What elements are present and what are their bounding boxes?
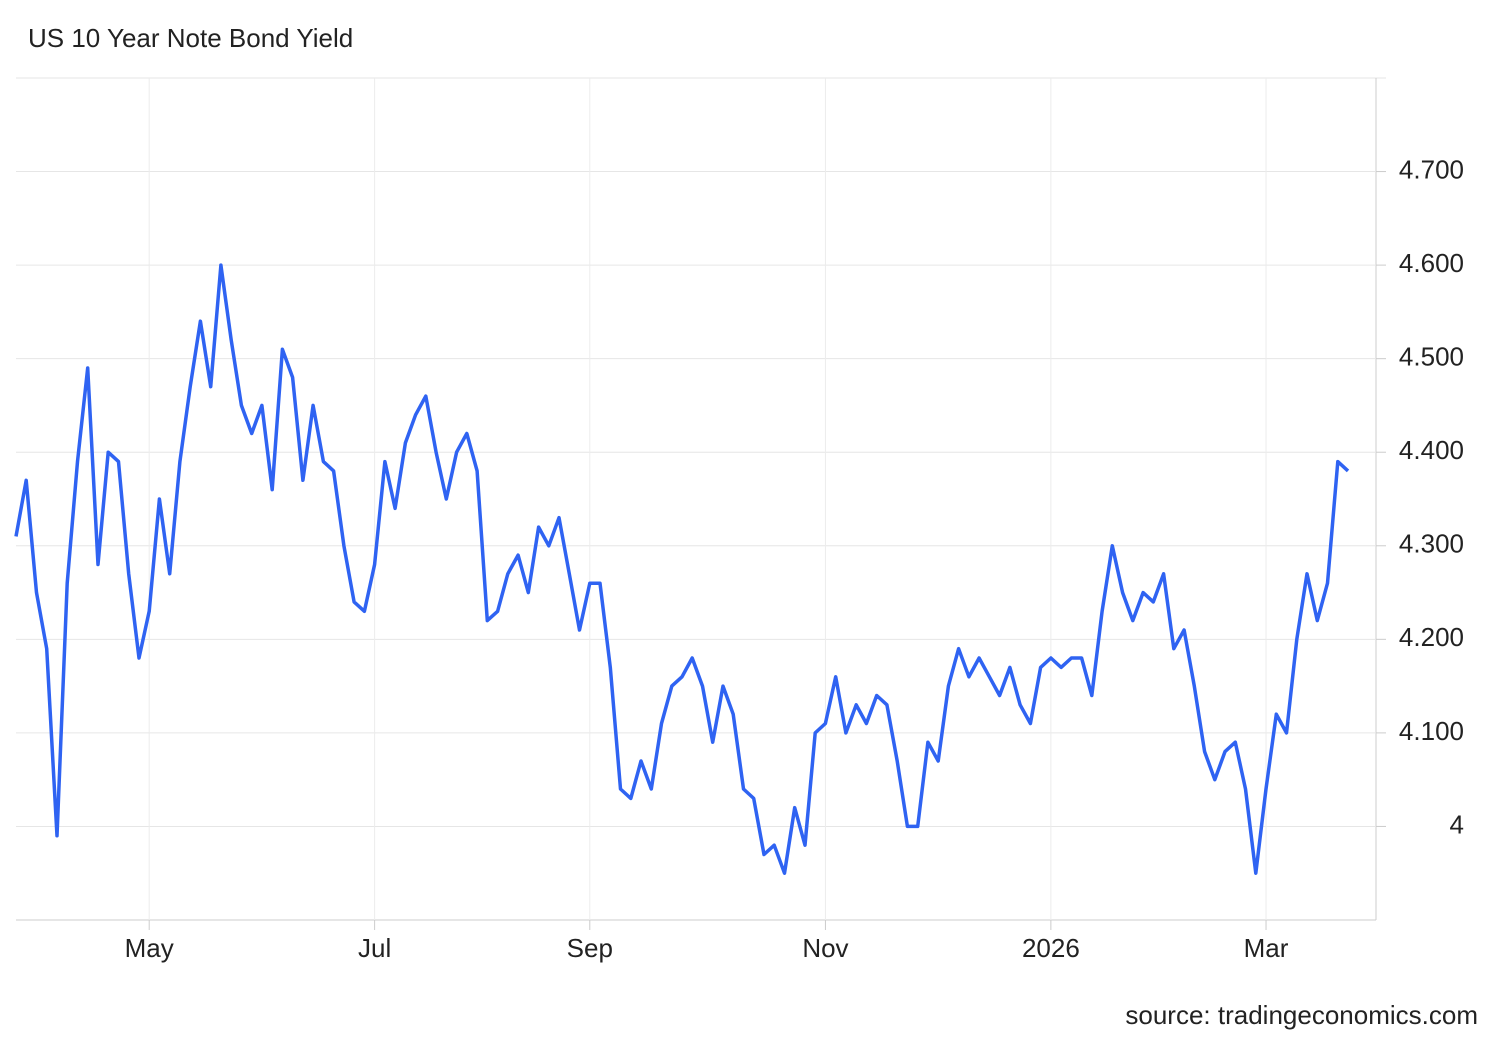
y-tick-label: 4.600 — [1399, 248, 1464, 278]
y-tick-label: 4.500 — [1399, 342, 1464, 372]
y-tick-label: 4.200 — [1399, 622, 1464, 652]
y-tick-label: 4.700 — [1399, 154, 1464, 184]
x-tick-label: May — [125, 933, 174, 963]
y-tick-label: 4.100 — [1399, 716, 1464, 746]
x-tick-label: Nov — [802, 933, 848, 963]
x-tick-label: Jul — [358, 933, 391, 963]
x-tick-label: Mar — [1244, 933, 1289, 963]
source-note: source: tradingeconomics.com — [1125, 1000, 1478, 1030]
yield-line — [14, 263, 1350, 875]
y-tick-label: 4.400 — [1399, 435, 1464, 465]
x-tick-label: Sep — [567, 933, 613, 963]
y-tick-label: 4.300 — [1399, 529, 1464, 559]
chart-title: US 10 Year Note Bond Yield — [28, 23, 353, 53]
y-tick-label: 4 — [1450, 809, 1464, 839]
x-tick-label: 2026 — [1022, 933, 1080, 963]
